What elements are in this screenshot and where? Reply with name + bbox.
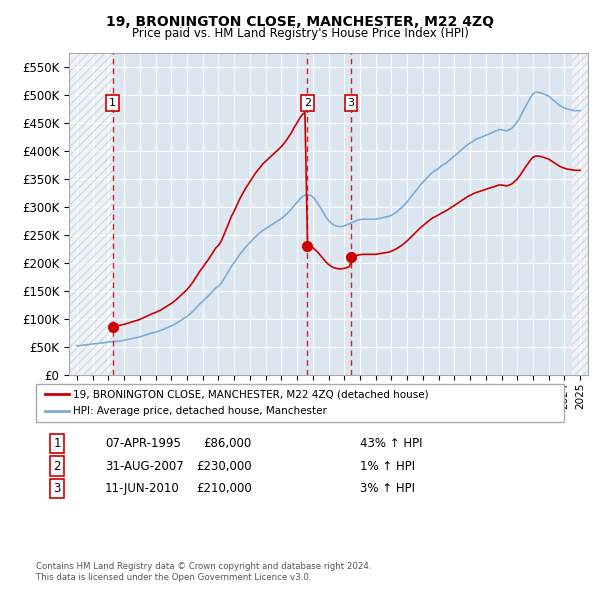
Text: Price paid vs. HM Land Registry's House Price Index (HPI): Price paid vs. HM Land Registry's House … bbox=[131, 27, 469, 40]
Text: 43% ↑ HPI: 43% ↑ HPI bbox=[360, 437, 422, 450]
Bar bbox=[572, 53, 588, 375]
Text: £230,000: £230,000 bbox=[196, 460, 252, 473]
Text: 07-APR-1995: 07-APR-1995 bbox=[105, 437, 181, 450]
Text: 1: 1 bbox=[53, 437, 61, 450]
Text: £210,000: £210,000 bbox=[196, 482, 252, 495]
Text: This data is licensed under the Open Government Licence v3.0.: This data is licensed under the Open Gov… bbox=[36, 572, 311, 582]
Text: 3% ↑ HPI: 3% ↑ HPI bbox=[360, 482, 415, 495]
Text: 3: 3 bbox=[53, 482, 61, 495]
Text: 3: 3 bbox=[347, 98, 355, 108]
Text: £86,000: £86,000 bbox=[204, 437, 252, 450]
Text: 1% ↑ HPI: 1% ↑ HPI bbox=[360, 460, 415, 473]
Text: 19, BRONINGTON CLOSE, MANCHESTER, M22 4ZQ (detached house): 19, BRONINGTON CLOSE, MANCHESTER, M22 4Z… bbox=[73, 389, 429, 399]
Text: 31-AUG-2007: 31-AUG-2007 bbox=[105, 460, 184, 473]
Text: 11-JUN-2010: 11-JUN-2010 bbox=[105, 482, 180, 495]
Text: HPI: Average price, detached house, Manchester: HPI: Average price, detached house, Manc… bbox=[73, 406, 327, 416]
Bar bbox=[69, 53, 113, 375]
Text: 2: 2 bbox=[53, 460, 61, 473]
Text: 2: 2 bbox=[304, 98, 311, 108]
Text: 1: 1 bbox=[109, 98, 116, 108]
Text: 19, BRONINGTON CLOSE, MANCHESTER, M22 4ZQ: 19, BRONINGTON CLOSE, MANCHESTER, M22 4Z… bbox=[106, 15, 494, 29]
Text: Contains HM Land Registry data © Crown copyright and database right 2024.: Contains HM Land Registry data © Crown c… bbox=[36, 562, 371, 571]
